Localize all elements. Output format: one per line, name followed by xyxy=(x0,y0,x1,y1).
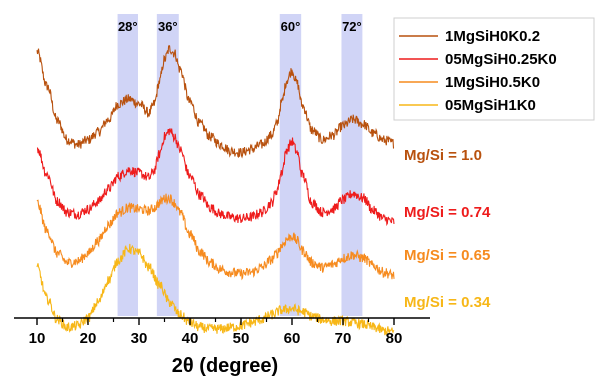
x-axis-ticks: 10 20 30 40 50 60 70 80 xyxy=(29,318,403,347)
x-tick-label-80: 80 xyxy=(386,330,403,347)
legend: 1MgSiH0K0.2 05MgSiH0.25K0 1MgSiH0.5K0 05MgS… xyxy=(393,17,595,121)
series-line-1 xyxy=(36,44,395,159)
x-tick-label-20: 20 xyxy=(80,330,97,347)
x-tick-label-40: 40 xyxy=(182,330,199,347)
band-label-2: 36° xyxy=(158,19,178,34)
series-annotation-2: Mg/Si = 0.74 xyxy=(404,204,491,221)
x-tick-label-70: 70 xyxy=(335,330,352,347)
x-tick-label-10: 10 xyxy=(29,330,46,347)
legend-label-1: 1MgSiH0K0.2 xyxy=(445,28,540,45)
series-line-3 xyxy=(36,193,395,281)
band-labels: 28° 36° 60° 72° xyxy=(118,19,362,34)
x-tick-label-30: 30 xyxy=(131,330,148,347)
series-line-4 xyxy=(36,243,395,336)
highlight-band-4 xyxy=(341,14,363,316)
series-line-2 xyxy=(36,128,395,227)
band-label-3: 60° xyxy=(281,19,301,34)
x-tick-label-60: 60 xyxy=(284,330,301,347)
legend-label-4: 05MgSiH1K0 xyxy=(445,97,536,114)
series-annotations: Mg/Si = 1.0 Mg/Si = 0.74 Mg/Si = 0.65 Mg/Si… xyxy=(404,147,491,311)
series-annotation-3: Mg/Si = 0.65 xyxy=(404,247,490,264)
band-label-4: 72° xyxy=(342,19,362,34)
x-axis-title: 2θ (degree) xyxy=(172,355,278,377)
legend-label-2: 05MgSiH0.25K0 xyxy=(445,51,557,68)
legend-label-3: 1MgSiH0.5K0 xyxy=(445,74,540,91)
highlight-band-1 xyxy=(117,14,138,316)
highlight-band-2 xyxy=(156,14,179,316)
band-label-1: 28° xyxy=(118,19,138,34)
legend-box xyxy=(393,17,595,121)
series-annotation-4: Mg/Si = 0.34 xyxy=(404,294,491,311)
series-lines xyxy=(36,44,395,336)
series-annotation-1: Mg/Si = 1.0 xyxy=(404,147,482,164)
x-tick-label-50: 50 xyxy=(233,330,250,347)
